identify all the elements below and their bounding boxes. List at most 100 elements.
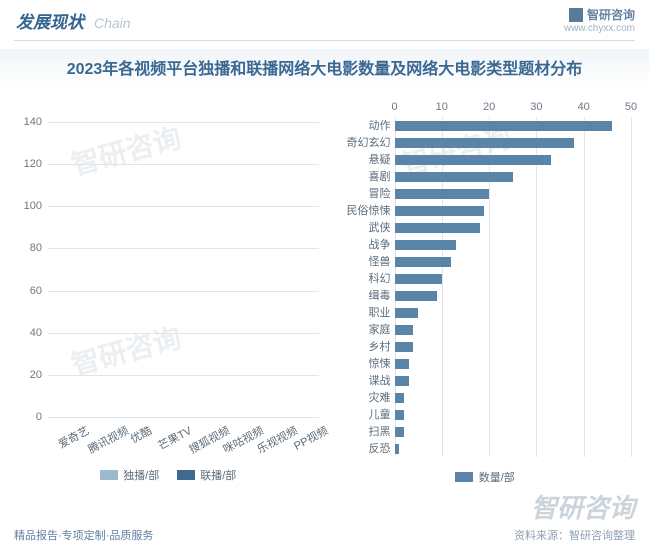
- brand-text: 智研咨询: [587, 6, 635, 23]
- right-plot-area: 01020304050动作奇幻玄幻悬疑喜剧冒险民俗惊悚武侠战争怪兽科幻缉毒职业家…: [395, 117, 632, 457]
- gridline: [631, 117, 632, 457]
- gridline: [48, 291, 319, 292]
- brand-icon: [569, 8, 583, 22]
- gridline: [48, 248, 319, 249]
- legend-label: 数量/部: [479, 469, 515, 485]
- bar: [395, 257, 452, 267]
- y-category-label: 灾难: [369, 391, 395, 405]
- bar-row: 喜剧: [395, 168, 632, 185]
- y-tick-label: 80: [30, 242, 48, 254]
- bar: [395, 155, 551, 165]
- y-category-label: 惊悚: [369, 357, 395, 371]
- y-tick-label: 120: [24, 158, 48, 170]
- legend-swatch: [100, 470, 118, 480]
- y-category-label: 动作: [369, 119, 395, 133]
- right-chart: 01020304050动作奇幻玄幻悬疑喜剧冒险民俗惊悚武侠战争怪兽科幻缉毒职业家…: [331, 93, 640, 489]
- bar: [395, 206, 485, 216]
- gridline: [48, 333, 319, 334]
- bar: [395, 325, 414, 335]
- bar: [395, 427, 404, 437]
- page-footer: 精品报告·专项定制·品质服务 资料来源：智研咨询整理: [0, 513, 649, 549]
- bar-row: 儿童: [395, 406, 632, 423]
- bar: [395, 393, 404, 403]
- left-plot-area: 020406080100120140爱奇艺腾讯视频优酷芒果TV搜狐视频咪咕视频乐…: [48, 101, 319, 417]
- y-category-label: 儿童: [369, 408, 395, 422]
- header-right: 智研咨询 www.chyxx.com: [564, 6, 635, 34]
- bar: [395, 240, 456, 250]
- bar: [395, 172, 513, 182]
- y-category-label: 扫黑: [369, 425, 395, 439]
- page-header: 发展现状 Chain 智研咨询 www.chyxx.com: [0, 0, 649, 38]
- y-tick-label: 20: [30, 369, 48, 381]
- bar-row: 科幻: [395, 270, 632, 287]
- y-category-label: 职业: [369, 306, 395, 320]
- x-tick-label: 20: [483, 101, 495, 117]
- footer-right: 资料来源：智研咨询整理: [514, 527, 635, 543]
- charts-container: 020406080100120140爱奇艺腾讯视频优酷芒果TV搜狐视频咪咕视频乐…: [0, 89, 649, 489]
- left-chart: 020406080100120140爱奇艺腾讯视频优酷芒果TV搜狐视频咪咕视频乐…: [14, 93, 323, 489]
- bar-row: 灾难: [395, 389, 632, 406]
- y-category-label: 民俗惊悚: [347, 204, 395, 218]
- x-tick-label: 优酷: [124, 417, 154, 447]
- bar: [395, 138, 575, 148]
- gridline: [48, 375, 319, 376]
- bar-row: 缉毒: [395, 287, 632, 304]
- x-tick-label: 40: [578, 101, 590, 117]
- bar-row: 战争: [395, 236, 632, 253]
- bar-row: 惊悚: [395, 355, 632, 372]
- bar-row: 奇幻玄幻: [395, 134, 632, 151]
- bar: [395, 121, 613, 131]
- y-category-label: 悬疑: [369, 153, 395, 167]
- x-tick-label: 30: [530, 101, 542, 117]
- y-category-label: 武侠: [369, 221, 395, 235]
- y-tick-label: 0: [36, 411, 48, 423]
- chart-title: 2023年各视频平台独播和联播网络大电影数量及网络大电影类型题材分布: [0, 49, 649, 89]
- bar: [395, 410, 404, 420]
- legend-label: 联播/部: [200, 467, 236, 483]
- bar: [395, 223, 480, 233]
- header-left: 发展现状 Chain: [16, 8, 131, 33]
- y-category-label: 乡村: [369, 340, 395, 354]
- footer-left: 精品报告·专项定制·品质服务: [14, 527, 153, 543]
- bar-row: 乡村: [395, 338, 632, 355]
- y-tick-label: 60: [30, 285, 48, 297]
- bar: [395, 359, 409, 369]
- bar-row: 谍战: [395, 372, 632, 389]
- legend-item: 独播/部: [100, 467, 159, 483]
- bar-row: 民俗惊悚: [395, 202, 632, 219]
- y-category-label: 战争: [369, 238, 395, 252]
- y-category-label: 喜剧: [369, 170, 395, 184]
- y-category-label: 谍战: [369, 374, 395, 388]
- bar: [395, 376, 409, 386]
- brand-url: www.chyxx.com: [564, 23, 635, 34]
- page-subtitle: Chain: [94, 15, 131, 31]
- bar: [395, 308, 419, 318]
- x-tick-label: 腾讯视频: [82, 417, 131, 457]
- x-tick-label: 0: [391, 101, 397, 117]
- page-title: 发展现状: [16, 8, 84, 33]
- y-category-label: 反恐: [369, 442, 395, 456]
- x-tick-label: 50: [625, 101, 637, 117]
- y-category-label: 缉毒: [369, 289, 395, 303]
- bar-row: 悬疑: [395, 151, 632, 168]
- bar: [395, 291, 438, 301]
- bar-row: 动作: [395, 117, 632, 134]
- bar-row: 反恐: [395, 440, 632, 457]
- brand-label: 智研咨询: [564, 6, 635, 23]
- gridline: [48, 122, 319, 123]
- y-category-label: 冒险: [369, 187, 395, 201]
- y-tick-label: 140: [24, 116, 48, 128]
- header-divider: [14, 40, 635, 41]
- bar: [395, 274, 442, 284]
- y-tick-label: 40: [30, 327, 48, 339]
- bar-row: 怪兽: [395, 253, 632, 270]
- legend-item: 联播/部: [177, 467, 236, 483]
- y-category-label: 科幻: [369, 272, 395, 286]
- bar: [395, 444, 400, 454]
- bar-row: 家庭: [395, 321, 632, 338]
- bar: [395, 189, 490, 199]
- x-tick-label: PP视频: [288, 417, 331, 454]
- y-category-label: 家庭: [369, 323, 395, 337]
- y-category-label: 怪兽: [369, 255, 395, 269]
- legend-swatch: [455, 472, 473, 482]
